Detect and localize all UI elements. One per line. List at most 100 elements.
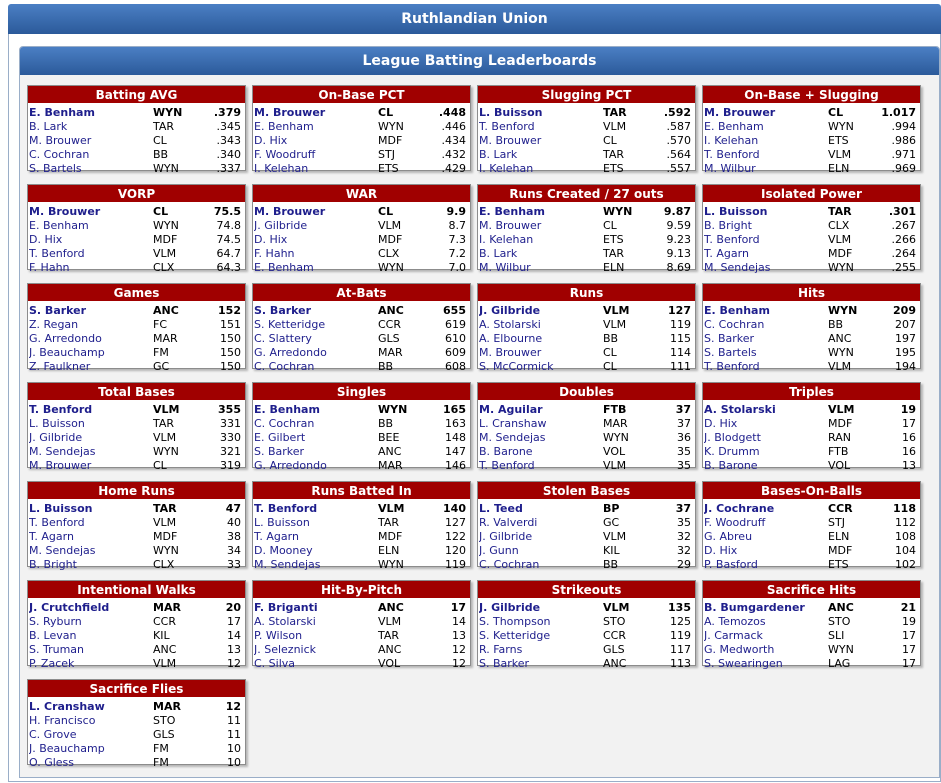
player-name-link[interactable]: T. Agarn [29, 530, 74, 543]
player-name-link[interactable]: B. Lark [29, 120, 68, 133]
player-name-link[interactable]: S. Barker [254, 445, 305, 458]
player-name-link[interactable]: E. Benham [254, 403, 320, 416]
player-name-link[interactable]: O. Gless [29, 756, 75, 769]
player-name-link[interactable]: I. Kelehan [704, 134, 759, 147]
player-name-link[interactable]: M. Brouwer [479, 346, 542, 359]
player-name-link[interactable]: M. Sendejas [254, 558, 321, 571]
player-name-link[interactable]: B. Lark [479, 148, 518, 161]
player-name-link[interactable]: T. Benford [704, 360, 760, 373]
player-name-link[interactable]: M. Brouwer [29, 459, 92, 472]
player-name-link[interactable]: T. Benford [704, 148, 760, 161]
player-name-link[interactable]: A. Elbourne [479, 332, 543, 345]
player-name-link[interactable]: M. Sendejas [29, 544, 96, 557]
player-name-link[interactable]: T. Benford [479, 120, 535, 133]
player-name-link[interactable]: M. Brouwer [479, 134, 542, 147]
player-name-link[interactable]: M. Sendejas [704, 261, 771, 274]
player-name-link[interactable]: T. Agarn [254, 530, 299, 543]
player-name-link[interactable]: F. Woodruff [704, 516, 766, 529]
player-name-link[interactable]: F. Briganti [254, 601, 318, 614]
player-name-link[interactable]: T. Benford [29, 247, 85, 260]
player-name-link[interactable]: C. Cochran [29, 148, 90, 161]
player-name-link[interactable]: C. Silva [254, 657, 296, 670]
player-name-link[interactable]: J. Carmack [704, 629, 763, 642]
player-name-link[interactable]: S. Truman [29, 643, 84, 656]
player-name-link[interactable]: D. Hix [254, 233, 288, 246]
player-name-link[interactable]: E. Benham [254, 261, 314, 274]
player-name-link[interactable]: L. Cranshaw [29, 700, 105, 713]
player-name-link[interactable]: L. Teed [479, 502, 523, 515]
player-name-link[interactable]: M. Wilbur [704, 162, 756, 175]
player-name-link[interactable]: J. Seleznick [254, 643, 317, 656]
player-name-link[interactable]: G. Arredondo [29, 332, 102, 345]
player-name-link[interactable]: G. Arredondo [254, 459, 327, 472]
player-name-link[interactable]: S. Barker [704, 332, 755, 345]
player-name-link[interactable]: D. Hix [704, 544, 738, 557]
player-name-link[interactable]: S. McCormick [479, 360, 554, 373]
player-name-link[interactable]: B. Bright [704, 219, 752, 232]
player-name-link[interactable]: B. Levan [29, 629, 77, 642]
player-name-link[interactable]: G. Arredondo [254, 346, 327, 359]
player-name-link[interactable]: J. Gilbride [479, 304, 541, 317]
player-name-link[interactable]: S. Swearingen [704, 657, 783, 670]
player-name-link[interactable]: S. Barker [29, 304, 87, 317]
player-name-link[interactable]: F. Hahn [254, 247, 295, 260]
player-name-link[interactable]: E. Benham [29, 219, 89, 232]
player-name-link[interactable]: C. Cochran [254, 417, 315, 430]
player-name-link[interactable]: T. Benford [29, 516, 85, 529]
player-name-link[interactable]: D. Hix [704, 417, 738, 430]
player-name-link[interactable]: S. Bartels [29, 162, 82, 175]
player-name-link[interactable]: H. Francisco [29, 714, 96, 727]
player-name-link[interactable]: C. Cochran [254, 360, 315, 373]
player-name-link[interactable]: I. Kelehan [479, 162, 534, 175]
player-name-link[interactable]: R. Farns [479, 643, 523, 656]
player-name-link[interactable]: S. Bartels [704, 346, 757, 359]
player-name-link[interactable]: E. Benham [254, 120, 314, 133]
player-name-link[interactable]: J. Crutchfield [29, 601, 110, 614]
player-name-link[interactable]: C. Slattery [254, 332, 312, 345]
player-name-link[interactable]: Z. Regan [29, 318, 79, 331]
player-name-link[interactable]: E. Benham [479, 205, 545, 218]
player-name-link[interactable]: M. Brouwer [704, 106, 776, 119]
player-name-link[interactable]: S. Ryburn [29, 615, 82, 628]
player-name-link[interactable]: D. Mooney [254, 544, 313, 557]
player-name-link[interactable]: B. Bright [29, 558, 77, 571]
player-name-link[interactable]: D. Hix [254, 134, 288, 147]
player-name-link[interactable]: J. Beauchamp [29, 742, 105, 755]
player-name-link[interactable]: M. Sendejas [29, 445, 96, 458]
player-name-link[interactable]: B. Barone [704, 459, 758, 472]
player-name-link[interactable]: J. Gilbride [254, 219, 308, 232]
player-name-link[interactable]: I. Kelehan [254, 162, 309, 175]
player-name-link[interactable]: L. Cranshaw [479, 417, 547, 430]
player-name-link[interactable]: J. Gunn [479, 544, 519, 557]
player-name-link[interactable]: A. Stolarski [254, 615, 316, 628]
player-name-link[interactable]: T. Benford [29, 403, 93, 416]
player-name-link[interactable]: L. Buisson [29, 502, 93, 515]
player-name-link[interactable]: S. Thompson [479, 615, 551, 628]
player-name-link[interactable]: M. Brouwer [254, 205, 326, 218]
player-name-link[interactable]: E. Gilbert [254, 431, 306, 444]
player-name-link[interactable]: T. Agarn [704, 247, 749, 260]
player-name-link[interactable]: E. Benham [704, 120, 764, 133]
player-name-link[interactable]: J. Gilbride [479, 601, 541, 614]
player-name-link[interactable]: D. Hix [29, 233, 63, 246]
player-name-link[interactable]: J. Gilbride [29, 431, 83, 444]
player-name-link[interactable]: P. Basford [704, 558, 758, 571]
player-name-link[interactable]: G. Medworth [704, 643, 775, 656]
player-name-link[interactable]: E. Benham [704, 304, 770, 317]
player-name-link[interactable]: T. Benford [479, 459, 535, 472]
player-name-link[interactable]: B. Lark [479, 247, 518, 260]
player-name-link[interactable]: S. Barker [254, 304, 312, 317]
player-name-link[interactable]: C. Grove [29, 728, 77, 741]
player-name-link[interactable]: L. Buisson [704, 205, 768, 218]
player-name-link[interactable]: J. Beauchamp [29, 346, 105, 359]
player-name-link[interactable]: R. Valverdi [479, 516, 538, 529]
player-name-link[interactable]: K. Drumm [704, 445, 760, 458]
player-name-link[interactable]: E. Benham [29, 106, 95, 119]
player-name-link[interactable]: S. Barker [479, 657, 530, 670]
player-name-link[interactable]: C. Cochran [704, 318, 765, 331]
player-name-link[interactable]: M. Brouwer [479, 219, 542, 232]
player-name-link[interactable]: M. Wilbur [479, 261, 531, 274]
player-name-link[interactable]: P. Wilson [254, 629, 303, 642]
player-name-link[interactable]: J. Gilbride [479, 530, 533, 543]
player-name-link[interactable]: L. Buisson [254, 516, 310, 529]
